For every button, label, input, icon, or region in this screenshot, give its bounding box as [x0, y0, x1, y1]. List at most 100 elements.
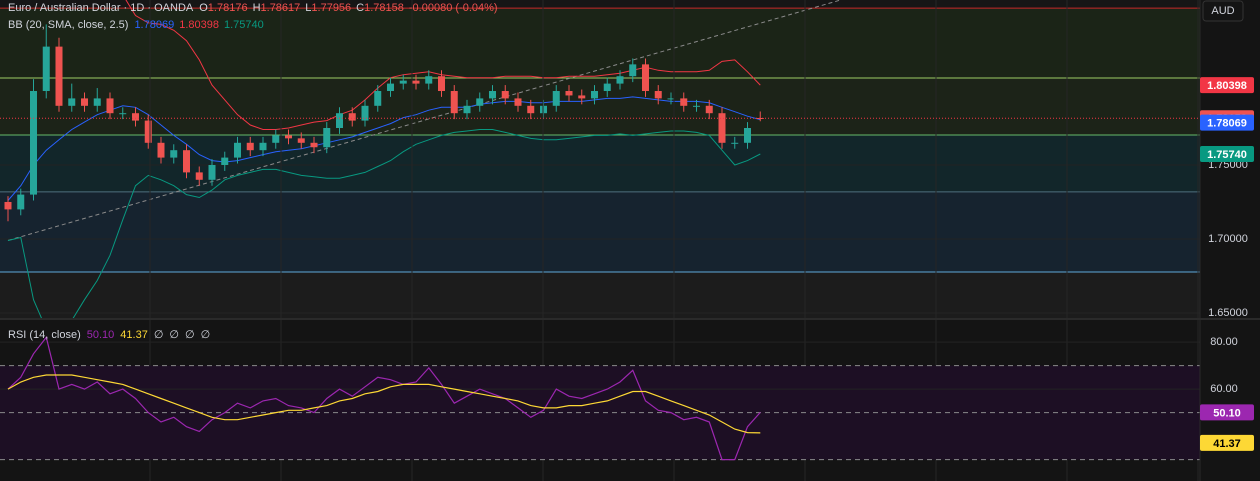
candle-body — [387, 83, 394, 92]
candle-body — [42, 46, 50, 92]
indicator-value: 50.10 — [87, 329, 115, 341]
candle-body — [30, 91, 37, 195]
candle-body — [616, 76, 624, 84]
candle-body — [756, 117, 764, 119]
zone — [0, 77, 1200, 135]
candle-body — [399, 80, 407, 84]
candle-body — [234, 142, 241, 158]
indicator-label: RSI (14, close) — [8, 329, 81, 341]
candle-body — [297, 138, 305, 143]
candle-body — [629, 64, 637, 77]
indicator-value: ∅ — [201, 329, 211, 341]
indicator-value: 1.75740 — [224, 19, 264, 31]
candle-body — [501, 91, 509, 99]
price-pane — [0, 0, 1200, 318]
y-tick-label: 1.65000 — [1208, 307, 1248, 319]
candle-body — [361, 105, 369, 121]
candle-body — [81, 98, 88, 106]
price-tag — [1200, 404, 1254, 421]
indicator-value: ∅ — [169, 329, 179, 341]
zone — [0, 8, 1200, 78]
zone — [0, 134, 1200, 192]
indicator-value: ∅ — [154, 329, 164, 341]
candle-body — [718, 113, 726, 143]
candle-body — [514, 98, 522, 106]
candle-body — [348, 113, 356, 121]
candle-body — [654, 91, 662, 99]
candle-body — [476, 98, 484, 106]
candle-body — [642, 64, 649, 92]
candle-body — [578, 95, 586, 99]
indicator-value: 1.80398 — [179, 19, 219, 31]
candle-body — [463, 105, 471, 114]
candle-body — [693, 105, 700, 107]
ohlc-label: O — [199, 2, 208, 14]
price-tag — [1200, 114, 1254, 131]
candle-body — [195, 172, 203, 180]
ohlc-value: 1.78158 — [364, 2, 404, 14]
candle-body — [119, 113, 127, 115]
trendline — [7, 0, 841, 241]
y-tick-label: 80.00 — [1210, 336, 1238, 348]
candle-body — [272, 135, 280, 143]
candle-body — [438, 76, 445, 92]
candle-body — [591, 91, 598, 99]
candle-body — [603, 83, 611, 92]
candle-body — [336, 113, 343, 128]
candle-body — [183, 150, 190, 173]
rsi-line — [7, 374, 761, 434]
candle-body — [310, 142, 318, 148]
ohlc-label: H — [253, 2, 261, 14]
candle-body — [55, 46, 63, 106]
ohlc-value: 1.78617 — [261, 2, 301, 14]
candle-body — [667, 98, 675, 100]
price-tag-label: 1.80398 — [1207, 80, 1247, 92]
ohlc-value: 1.77956 — [311, 2, 351, 14]
change: -0.00080 (-0.04%) — [409, 2, 498, 14]
candle-body — [425, 76, 433, 84]
candle-body — [527, 105, 535, 114]
candle-body — [93, 98, 101, 106]
indicator-value: 1.78069 — [134, 19, 174, 31]
candle-body — [374, 91, 382, 106]
price-tag-label: 41.37 — [1213, 438, 1241, 450]
price-tag-label: 1.75740 — [1207, 149, 1247, 161]
price-tag-label: 50.10 — [1213, 407, 1241, 419]
candle-body — [246, 142, 254, 151]
candle-body — [323, 127, 331, 148]
indicator-label: BB (20, SMA, close, 2.5) — [8, 19, 128, 31]
candle-body — [744, 127, 751, 143]
y-tick-label: 60.00 — [1210, 383, 1238, 395]
currency-box — [1202, 0, 1244, 22]
ohlc-label: L — [305, 2, 311, 14]
candle-body — [259, 142, 267, 151]
ohlc-value: 1.78176 — [208, 2, 248, 14]
candle-body — [144, 120, 152, 143]
candle-body — [489, 91, 496, 99]
zone — [0, 0, 1200, 9]
candle-body — [68, 98, 76, 106]
indicator-value: ∅ — [185, 329, 195, 341]
candle-body — [412, 80, 420, 84]
rsi-line — [7, 336, 761, 461]
candle-body — [17, 194, 25, 210]
candle-body — [565, 91, 573, 96]
candle-body — [731, 142, 739, 144]
currency-label: AUD — [1211, 5, 1234, 17]
candle-body — [157, 142, 165, 158]
price-tag — [1200, 434, 1254, 451]
rsi-pane — [0, 336, 1200, 461]
candle-body — [680, 98, 688, 106]
candle-body — [4, 201, 12, 210]
candle-body — [106, 98, 114, 114]
zone — [0, 271, 1200, 318]
price-tag — [1200, 77, 1254, 94]
candle-body — [221, 157, 229, 165]
bollinger-band — [7, 96, 761, 201]
candle-body — [208, 164, 216, 180]
candle-body — [285, 135, 292, 139]
candle-body — [170, 150, 178, 158]
candle-body — [132, 113, 139, 121]
candle-body — [552, 91, 560, 106]
